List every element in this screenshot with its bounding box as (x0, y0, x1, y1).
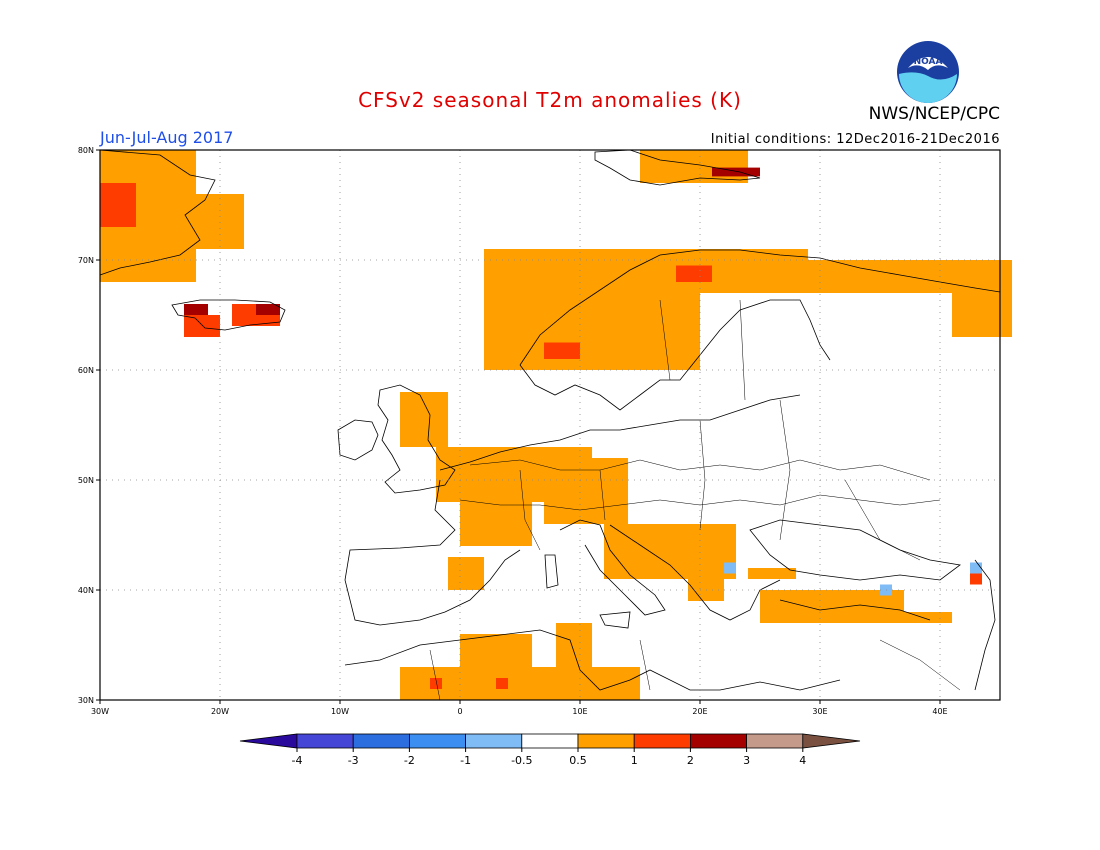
anomaly-cell (184, 315, 220, 337)
anomaly-cell (712, 167, 760, 177)
season-label: Jun-Jul-Aug 2017 (100, 128, 234, 147)
colorbar-label: -3 (348, 754, 359, 767)
anomaly-layer (100, 150, 1012, 700)
lat-tick-label: 80N (78, 146, 94, 155)
colorbar-swatch (577, 733, 635, 749)
colorbar-label: 0.5 (569, 754, 587, 767)
anomaly-cell (952, 293, 1012, 337)
anomaly-cell (640, 150, 748, 183)
lat-tick-label: 40N (78, 586, 94, 595)
lon-tick-label: 30E (812, 707, 827, 716)
map-title: CFSv2 seasonal T2m anomalies (K) (358, 88, 742, 112)
balkans-coast (609, 524, 781, 621)
anomaly-cell (100, 183, 136, 227)
lat-tick-label: 60N (78, 366, 94, 375)
anomaly-cell (460, 634, 532, 667)
colorbar-swatch (633, 733, 691, 749)
scandinavia-south (519, 299, 831, 411)
continent-coast (439, 394, 801, 471)
anomaly-cell (544, 458, 628, 524)
colorbar-low-arrow (239, 733, 298, 749)
colorbar-label: 4 (799, 754, 806, 767)
anomaly-cell (970, 562, 982, 574)
colorbar-label: 3 (743, 754, 750, 767)
lat-lon-grid (100, 150, 1000, 700)
lon-tick-label: 10W (331, 707, 349, 716)
lat-tick-label: 70N (78, 256, 94, 265)
agency-label: NWS/NCEP/CPC (868, 104, 1000, 124)
anomaly-cell (496, 678, 508, 689)
svalbard-coast (594, 149, 761, 186)
anomaly-cell (544, 342, 580, 359)
colorbar-label: -1 (460, 754, 471, 767)
turkey-coast (779, 599, 931, 621)
anomaly-cell (604, 524, 736, 579)
iberia-coast (344, 479, 521, 626)
lon-tick-label: 30W (91, 707, 109, 716)
colorbar-swatch (408, 733, 466, 749)
colorbar-label: -0.5 (511, 754, 532, 767)
anomaly-cell (448, 557, 484, 590)
anomaly-cell (256, 304, 280, 315)
colorbar-high-arrow (802, 733, 861, 749)
anomaly-cell (400, 392, 448, 447)
lon-tick-label: 20W (211, 707, 229, 716)
anomaly-cell (640, 249, 808, 293)
anomaly-cell (172, 194, 244, 249)
colorbar-swatch (465, 733, 523, 749)
black-sea-coast (749, 519, 961, 581)
anomaly-cell (676, 265, 712, 282)
noaa-logo-text: NOAA (914, 57, 943, 67)
colorbar-swatch (690, 733, 748, 749)
caspian-coast (974, 559, 996, 691)
anomaly-cell (184, 304, 208, 315)
coastline-layer (99, 149, 1001, 691)
anomaly-cell (724, 562, 736, 574)
noaa-logo: NOAA (897, 41, 959, 103)
map-frame (99, 149, 1001, 701)
greenland-coast (99, 149, 216, 276)
colorbar: -4 -3 -2 -1 -0.5 0.5 1 2 3 4 (239, 733, 861, 767)
iceland-coast (171, 299, 286, 331)
britain-coast (377, 384, 456, 494)
colorbar-label: -4 (292, 754, 303, 767)
lon-tick-label: 20E (692, 707, 707, 716)
lon-tick-label: 0 (457, 707, 462, 716)
lat-tick-label: 30N (78, 696, 94, 705)
anomaly-cell (556, 623, 592, 678)
italy-coast (559, 519, 666, 616)
anomaly-cell (430, 678, 442, 689)
colorbar-swatch (746, 733, 804, 749)
colorbar-swatch (352, 733, 410, 749)
ireland-coast (337, 419, 379, 461)
africa-coast (344, 629, 841, 691)
lat-tick-label: 50N (78, 476, 94, 485)
colorbar-swatch (296, 733, 354, 749)
lon-tick-label: 40E (932, 707, 947, 716)
colorbar-label: -2 (404, 754, 415, 767)
anomaly-cell (748, 568, 796, 579)
scandinavia-coast (519, 249, 1001, 366)
colorbar-label: 2 (687, 754, 694, 767)
axis-labels: 30W 20W 10W 0 10E 20E 30E 40E 30N 40N 50N 60N 70N 80N (78, 146, 948, 716)
anomaly-cell (904, 612, 952, 623)
initial-conditions-label: Initial conditions: 12Dec2016-21Dec2016 (710, 132, 1000, 147)
sicily-coast (599, 611, 631, 629)
colorbar-swatch (521, 733, 579, 749)
colorbar-label: 1 (631, 754, 638, 767)
lon-tick-label: 10E (572, 707, 587, 716)
sardinia-coast (544, 554, 559, 589)
anomaly-cell (460, 491, 532, 546)
anomaly-cell (970, 573, 982, 585)
